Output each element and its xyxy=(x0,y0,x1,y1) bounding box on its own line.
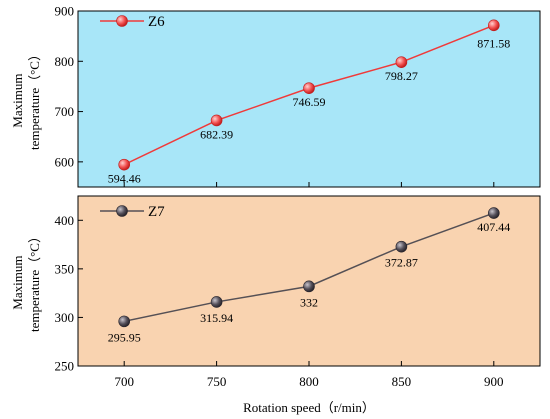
bottom-x-axis-ticks: 700 750 800 850 900 xyxy=(114,361,504,389)
bottom-y-tick-label: 250 xyxy=(55,359,75,374)
z6-data-label: 871.58 xyxy=(477,36,510,50)
x-tick-label: 750 xyxy=(207,374,227,389)
x-tick-label: 800 xyxy=(299,374,319,389)
z6-legend-label: Z6 xyxy=(148,14,165,30)
bottom-y-axis-title-line-2: temperature（°C） xyxy=(27,230,42,332)
z6-data-labels: 594.46 682.39 746.59 798.27 871.58 xyxy=(108,36,511,185)
z6-data-label: 682.39 xyxy=(200,127,233,141)
z6-data-label: 798.27 xyxy=(385,69,418,83)
top-panel: 600 700 800 900 594.46 682.39 746.59 798.27 871… xyxy=(10,4,541,188)
z7-data-point xyxy=(118,315,130,328)
top-y-axis-title-line-1: Maximum xyxy=(10,74,25,128)
z7-legend-label: Z7 xyxy=(148,204,165,220)
top-y-axis-title: Maximum temperature（°C） xyxy=(10,48,42,150)
z7-data-point xyxy=(303,280,315,293)
z6-data-point xyxy=(395,56,408,68)
z7-data-label: 315.94 xyxy=(200,311,233,325)
bottom-y-axis-title-line-1: Maximum xyxy=(10,256,25,310)
z7-data-label: 407.44 xyxy=(477,220,510,234)
bottom-y-tick-label: 300 xyxy=(55,310,75,325)
z7-series-points xyxy=(118,207,500,328)
z7-data-point xyxy=(395,240,408,253)
bottom-panel: 250 300 350 400 700 750 800 850 900 295.95 315.9… xyxy=(10,195,541,415)
top-y-tick-label: 600 xyxy=(55,154,75,169)
top-y-tick-label: 700 xyxy=(55,104,75,119)
z7-data-label: 295.95 xyxy=(108,330,141,344)
top-y-axis-ticks: 600 700 800 900 xyxy=(55,4,83,169)
z6-data-label: 594.46 xyxy=(108,172,141,186)
z7-data-point xyxy=(210,296,223,308)
z6-data-label: 746.59 xyxy=(293,95,326,109)
bottom-y-axis-ticks: 250 300 350 400 xyxy=(55,213,83,374)
z6-series-points xyxy=(118,19,500,171)
x-tick-label: 700 xyxy=(114,374,134,389)
top-legend: Z6 xyxy=(100,14,165,30)
top-x-axis-ticks xyxy=(123,182,495,187)
z7-data-point xyxy=(487,207,500,219)
z7-data-labels: 295.95 315.94 332 372.87 407.44 xyxy=(108,220,511,344)
top-y-tick-label: 800 xyxy=(55,54,75,69)
x-tick-label: 900 xyxy=(484,374,504,389)
bottom-y-axis-title: Maximum temperature（°C） xyxy=(10,230,42,332)
top-plot-area xyxy=(77,10,541,188)
z7-data-label: 372.87 xyxy=(385,256,418,270)
bottom-y-tick-label: 350 xyxy=(55,261,75,276)
top-y-axis-title-line-2: temperature（°C） xyxy=(27,48,42,150)
z6-legend-marker xyxy=(116,15,128,27)
x-axis-title: Rotation speed（r/min） xyxy=(243,400,375,415)
z6-data-point xyxy=(303,82,315,94)
z6-data-point xyxy=(487,19,500,32)
bottom-legend: Z7 xyxy=(100,204,165,220)
z7-data-label: 332 xyxy=(300,295,318,309)
x-tick-label: 850 xyxy=(392,374,412,389)
z6-data-point xyxy=(210,114,223,127)
top-y-tick-label: 900 xyxy=(55,4,75,19)
z6-data-point xyxy=(118,158,130,171)
bottom-y-tick-label: 400 xyxy=(55,213,75,228)
z7-legend-marker xyxy=(116,205,128,217)
